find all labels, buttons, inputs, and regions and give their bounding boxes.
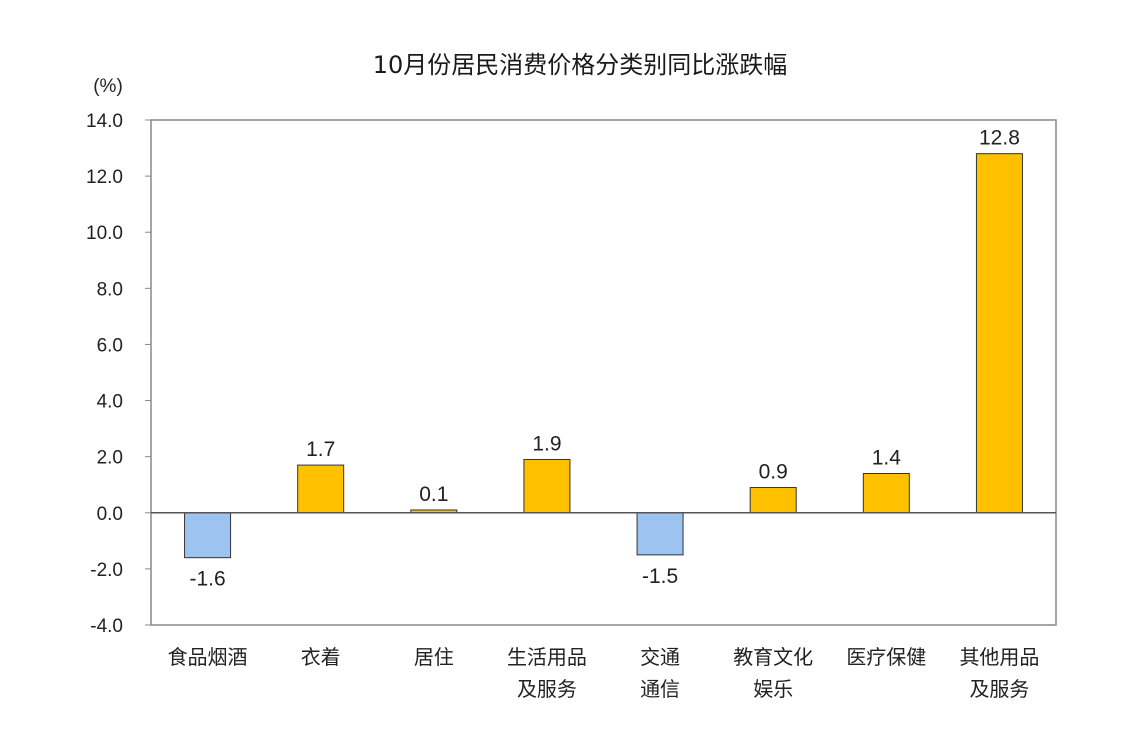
data-label: 0.9	[759, 461, 788, 484]
bar	[297, 464, 345, 514]
bar	[523, 458, 571, 514]
x-tick-label: 生活用品	[507, 645, 587, 669]
bar	[184, 512, 232, 559]
chart-title: 10月份居民消费价格分类别同比涨跌幅	[373, 51, 788, 79]
x-tick-label: 及服务	[969, 677, 1029, 701]
y-tick-label: -2.0	[90, 560, 123, 581]
bar	[636, 512, 684, 556]
x-tick-label: 及服务	[517, 677, 577, 701]
y-tick-label: 0.0	[97, 504, 123, 525]
data-label: -1.6	[189, 568, 225, 591]
y-tick-label: 2.0	[97, 448, 123, 469]
x-tick-label: 其他用品	[959, 645, 1039, 669]
data-labels-group: -1.6 1.7 0.1 1.9 -1.5 0.9 1.4 12.8	[189, 127, 1019, 591]
x-tick-label: 娱乐	[753, 677, 793, 701]
y-tick-label: 6.0	[97, 335, 123, 356]
data-label: 0.1	[419, 483, 448, 506]
bar	[749, 487, 797, 514]
y-axis-unit: (%)	[93, 76, 123, 97]
bars-group	[184, 153, 1023, 559]
bar	[862, 473, 910, 514]
x-tick-label: 医疗保健	[846, 645, 926, 669]
y-axis: 14.0 12.0 10.0 8.0 6.0 4.0 2.0 0.0 -2.0 -4.0	[86, 111, 151, 637]
y-tick-label: 12.0	[86, 167, 123, 188]
x-tick-label: 教育文化	[733, 645, 813, 669]
data-label: 1.4	[872, 447, 902, 470]
y-tick-label: 10.0	[86, 223, 123, 244]
y-tick-label: 14.0	[86, 111, 123, 132]
x-tick-label: 衣着	[301, 645, 341, 669]
data-label: -1.5	[642, 565, 678, 588]
data-label: 1.7	[306, 438, 335, 461]
plot-area	[150, 119, 1057, 626]
x-tick-label: 居住	[414, 645, 454, 669]
x-tick-label: 交通	[640, 645, 680, 669]
x-tick-label: 通信	[640, 677, 680, 701]
y-tick-label: 8.0	[97, 279, 123, 300]
x-tick-label: 食品烟酒	[168, 645, 248, 669]
bar	[975, 153, 1023, 514]
data-label: 1.9	[532, 432, 561, 455]
y-tick-label: 4.0	[97, 392, 123, 413]
y-tick-label: -4.0	[90, 616, 123, 637]
data-label: 12.8	[979, 127, 1020, 150]
